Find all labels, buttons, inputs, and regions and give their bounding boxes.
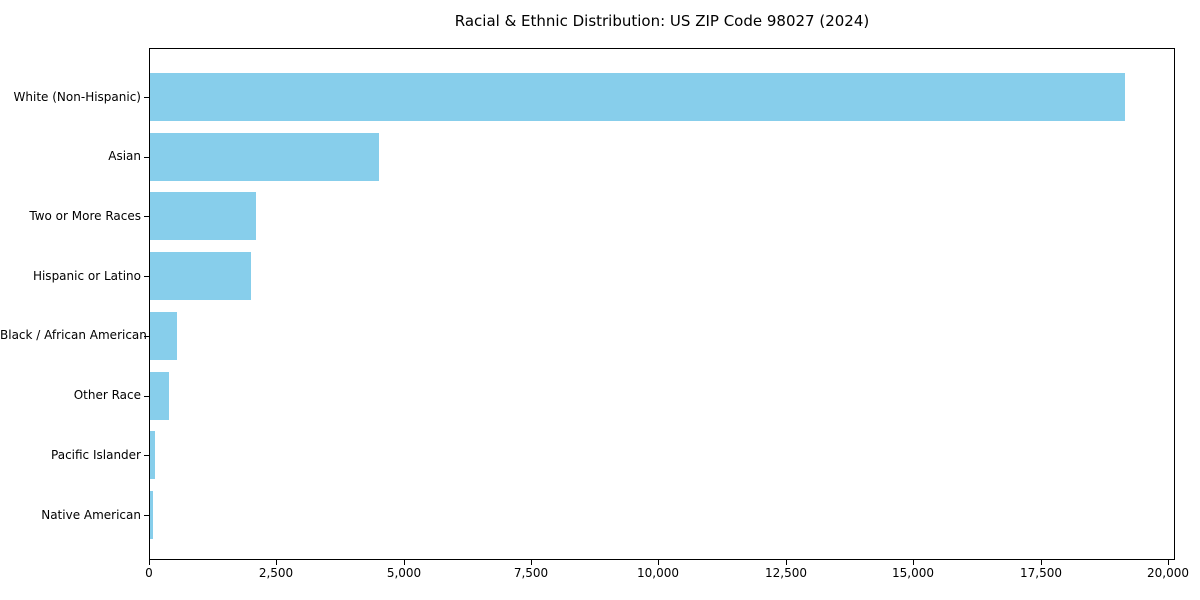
y-axis-label-white-non-hispanic: White (Non-Hispanic) (13, 89, 141, 104)
y-tick-mark (144, 276, 149, 278)
y-tick-mark (144, 335, 149, 337)
y-axis-label-asian: Asian (108, 149, 141, 164)
x-tick-mark (1041, 560, 1042, 565)
y-axis-label-black-african-american: Black / African American (0, 328, 147, 343)
x-tick-label-17-500: 17,500 (1020, 566, 1062, 580)
plot-area (149, 48, 1175, 560)
x-tick-label-2-500: 2,500 (258, 566, 294, 580)
y-axis-label-native-american: Native American (41, 507, 141, 522)
bar-white-non-hispanic (150, 73, 1125, 121)
x-tick-mark (276, 560, 277, 565)
y-axis-label-other-race: Other Race (73, 388, 141, 403)
bar-other-race (150, 371, 169, 420)
y-tick-mark (144, 216, 149, 218)
x-tick-mark (404, 560, 405, 565)
x-tick-mark (913, 560, 914, 565)
y-tick-mark (144, 395, 149, 397)
x-tick-mark (531, 560, 532, 565)
bar-hispanic-or-latino (150, 252, 251, 301)
y-tick-mark (144, 97, 149, 98)
x-tick-label-10-000: 10,000 (637, 566, 679, 580)
bar-two-or-more-races (150, 192, 256, 241)
x-tick-mark (149, 560, 150, 565)
x-tick-label-15-000: 15,000 (892, 566, 934, 580)
y-tick-mark (144, 156, 149, 158)
x-tick-label-5-000: 5,000 (386, 566, 422, 580)
x-tick-label-12-500: 12,500 (765, 566, 807, 580)
bar-pacific-islander (150, 431, 155, 480)
bar-native-american (150, 491, 153, 539)
x-tick-mark (786, 560, 787, 565)
y-tick-mark (144, 455, 149, 457)
y-axis-label-pacific-islander: Pacific Islander (51, 447, 141, 462)
y-axis-label-hispanic-or-latino: Hispanic or Latino (32, 268, 141, 283)
x-tick-label-0: 0 (145, 566, 153, 580)
x-tick-mark (658, 560, 659, 565)
y-axis-label-two-or-more-races: Two or More Races (29, 208, 141, 223)
bar-black-african-american (150, 311, 177, 360)
x-tick-label-20-000: 20,000 (1147, 566, 1189, 580)
x-tick-mark (1168, 560, 1169, 565)
bar-asian (150, 132, 379, 181)
chart-title: Racial & Ethnic Distribution: US ZIP Cod… (454, 12, 870, 30)
x-tick-label-7-500: 7,500 (513, 566, 549, 580)
y-tick-mark (144, 515, 149, 516)
